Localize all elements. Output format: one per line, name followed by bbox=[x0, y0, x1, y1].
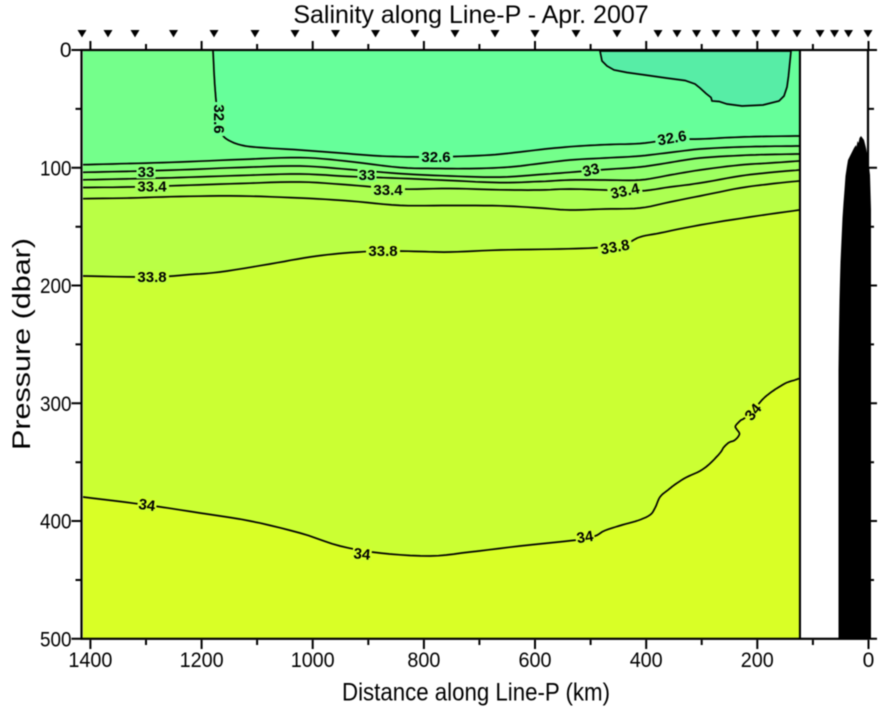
svg-text:33.8: 33.8 bbox=[137, 269, 166, 286]
svg-text:32.6: 32.6 bbox=[421, 149, 450, 166]
svg-text:200: 200 bbox=[40, 275, 72, 298]
svg-text:1200: 1200 bbox=[180, 649, 224, 672]
svg-text:33.4: 33.4 bbox=[137, 179, 167, 196]
svg-text:600: 600 bbox=[519, 649, 552, 672]
svg-text:33.8: 33.8 bbox=[368, 243, 397, 260]
svg-text:32.6: 32.6 bbox=[656, 128, 688, 150]
svg-text:34: 34 bbox=[137, 496, 157, 515]
svg-text:32.6: 32.6 bbox=[210, 104, 227, 133]
svg-text:33.4: 33.4 bbox=[609, 180, 642, 203]
svg-text:200: 200 bbox=[741, 649, 774, 672]
svg-text:33.4: 33.4 bbox=[373, 182, 403, 199]
svg-text:Distance along Line-P (km): Distance along Line-P (km) bbox=[342, 678, 610, 706]
svg-text:1400: 1400 bbox=[68, 649, 112, 672]
svg-text:Pressure (dbar): Pressure (dbar) bbox=[8, 238, 36, 450]
svg-text:33: 33 bbox=[359, 167, 376, 184]
svg-text:300: 300 bbox=[40, 393, 72, 416]
svg-text:0: 0 bbox=[60, 39, 72, 62]
svg-text:400: 400 bbox=[40, 511, 72, 534]
svg-text:34: 34 bbox=[576, 528, 596, 548]
svg-text:1000: 1000 bbox=[291, 649, 335, 672]
svg-text:500: 500 bbox=[40, 628, 72, 651]
svg-text:0: 0 bbox=[863, 649, 875, 672]
svg-text:100: 100 bbox=[40, 157, 72, 180]
svg-text:33.8: 33.8 bbox=[599, 237, 631, 259]
svg-text:800: 800 bbox=[407, 649, 440, 672]
svg-text:34: 34 bbox=[353, 545, 372, 564]
svg-text:33: 33 bbox=[138, 164, 155, 181]
svg-text:Salinity along Line-P - Apr. 2: Salinity along Line-P - Apr. 2007 bbox=[293, 1, 648, 29]
svg-text:400: 400 bbox=[630, 649, 663, 672]
svg-text:33: 33 bbox=[581, 160, 601, 181]
